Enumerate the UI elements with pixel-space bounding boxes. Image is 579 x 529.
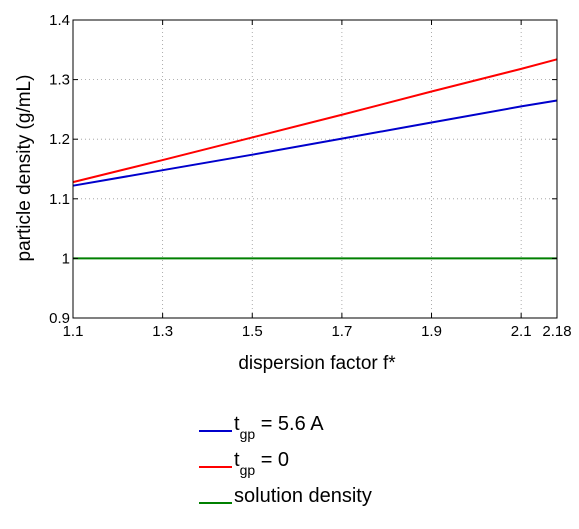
grid — [73, 20, 557, 318]
y-tick-label: 0.9 — [49, 310, 70, 327]
y-tick-label: 1 — [62, 250, 70, 267]
plot-frame — [72, 19, 558, 319]
x-tick-label: 2.18 — [542, 323, 571, 340]
x-tick-label: 1.7 — [331, 323, 352, 340]
legend: tgp = 5.6 A tgp = 0 solution density — [199, 413, 372, 507]
series-line-1 — [72, 58, 558, 184]
legend-label: tgp = 0 — [234, 449, 289, 478]
y-tick-label: 1.3 — [49, 72, 70, 89]
plot-series — [72, 58, 558, 260]
x-tick-label: 1.9 — [421, 323, 442, 340]
series-line-0 — [72, 99, 558, 187]
x-tick-label: 2.1 — [511, 323, 532, 340]
y-tick-label: 1.4 — [49, 12, 70, 29]
y-tick-label: 1.1 — [49, 191, 70, 208]
legend-label: tgp = 5.6 A — [234, 413, 324, 442]
x-axis-title: dispersion factor f* — [238, 353, 396, 374]
x-tick-label: 1.3 — [152, 323, 173, 340]
y-axis-title: particle density (g/mL) — [14, 75, 35, 262]
y-tick-label: 1.2 — [49, 131, 70, 148]
x-tick-label: 1.5 — [242, 323, 263, 340]
legend-label: solution density — [234, 485, 372, 507]
axis-ticks: 1.1 1.3 1.5 1.7 1.9 2.1 2.18 0.9 1 1.1 1.2 1.3 1.4 — [49, 12, 571, 340]
x-tick-label: 1.1 — [63, 323, 84, 340]
